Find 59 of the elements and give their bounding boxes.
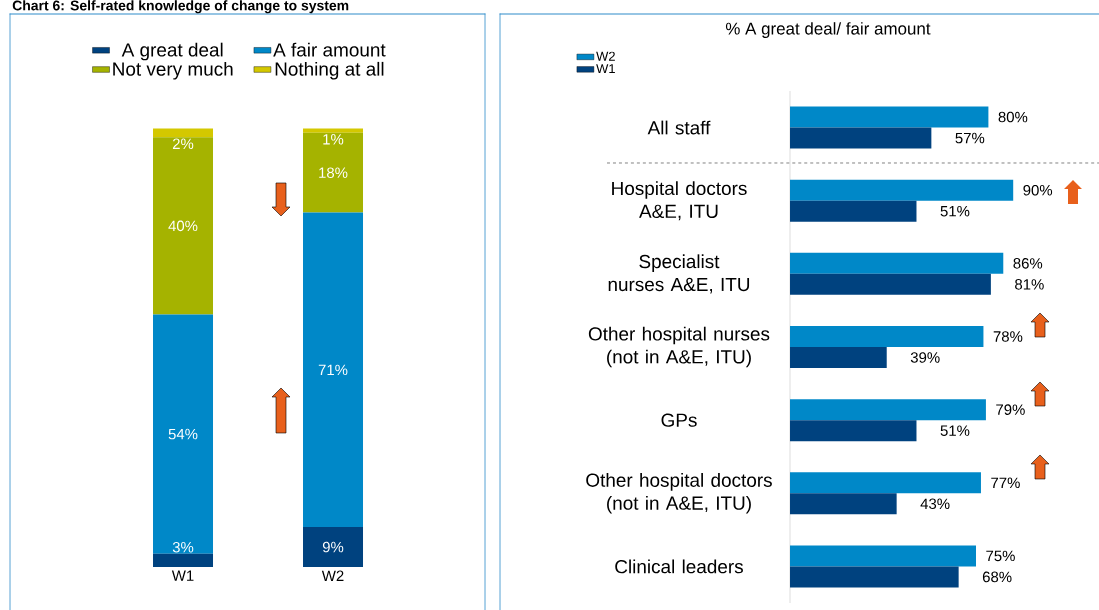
bar <box>790 127 932 149</box>
legend-label: Nothing at all <box>275 61 384 80</box>
data-label: 40% <box>168 220 198 232</box>
data-label: 79% <box>996 404 1025 415</box>
data-label: 51% <box>940 425 970 436</box>
data-label: 43% <box>920 498 950 510</box>
y-tick-label: Clinical leaders <box>615 559 743 574</box>
bar <box>790 106 989 128</box>
data-label: 78% <box>993 331 1023 342</box>
chart-title: % A great deal/ fair amount <box>725 22 931 38</box>
data-label: 86% <box>1013 258 1043 269</box>
data-label: 80% <box>998 111 1028 123</box>
bar <box>790 200 917 222</box>
y-tick-label: Other hospital nurses (not in A&E, ITU) <box>588 326 770 368</box>
bar <box>790 252 1004 274</box>
bar <box>790 179 1014 201</box>
bar <box>790 493 897 515</box>
bar <box>303 212 364 528</box>
bar <box>153 128 214 138</box>
data-label: 2% <box>172 138 194 150</box>
bar <box>303 527 364 567</box>
bar <box>790 346 887 368</box>
data-label: 90% <box>1023 184 1053 196</box>
legend-label: A fair amount <box>273 42 386 57</box>
bar <box>153 553 214 567</box>
legend-label: Not very much <box>113 61 233 80</box>
data-label: 3% <box>172 541 194 553</box>
legend-label: W2 <box>596 51 615 61</box>
y-tick-label: Other hospital doctors (not in A&E, ITU) <box>586 473 772 514</box>
data-label: 51% <box>940 205 970 217</box>
bar <box>790 273 991 295</box>
y-tick-label: GPs <box>661 413 697 427</box>
y-tick-label: Hospital doctors A&E, ITU <box>612 181 747 221</box>
data-label: 77% <box>991 477 1020 489</box>
data-label: 1% <box>323 134 344 145</box>
data-label: 54% <box>168 428 198 440</box>
bar <box>790 566 959 588</box>
data-label: 81% <box>1015 279 1044 290</box>
bar <box>790 545 976 567</box>
bar <box>790 420 917 442</box>
data-label: 68% <box>982 571 1012 583</box>
data-label: 75% <box>986 550 1015 562</box>
data-label: 9% <box>322 541 344 553</box>
legend-label: A great deal <box>121 42 223 61</box>
bar <box>153 137 214 315</box>
bar <box>790 325 984 347</box>
bar <box>153 314 214 554</box>
data-label: 57% <box>955 132 985 144</box>
y-tick-label: All staff <box>647 120 711 135</box>
bar <box>303 132 364 213</box>
data-label: 71% <box>318 364 348 376</box>
data-label: 39% <box>910 352 940 363</box>
data-label: 18% <box>319 167 348 178</box>
bar <box>790 472 981 494</box>
chart-title: Chart 6: Self-rated knowledge of change to system <box>12 0 349 14</box>
bar <box>303 128 364 133</box>
legend-label: W1 <box>596 64 615 74</box>
bar <box>790 399 986 421</box>
y-tick-label: Specialist nurses A&E, ITU <box>608 254 750 294</box>
